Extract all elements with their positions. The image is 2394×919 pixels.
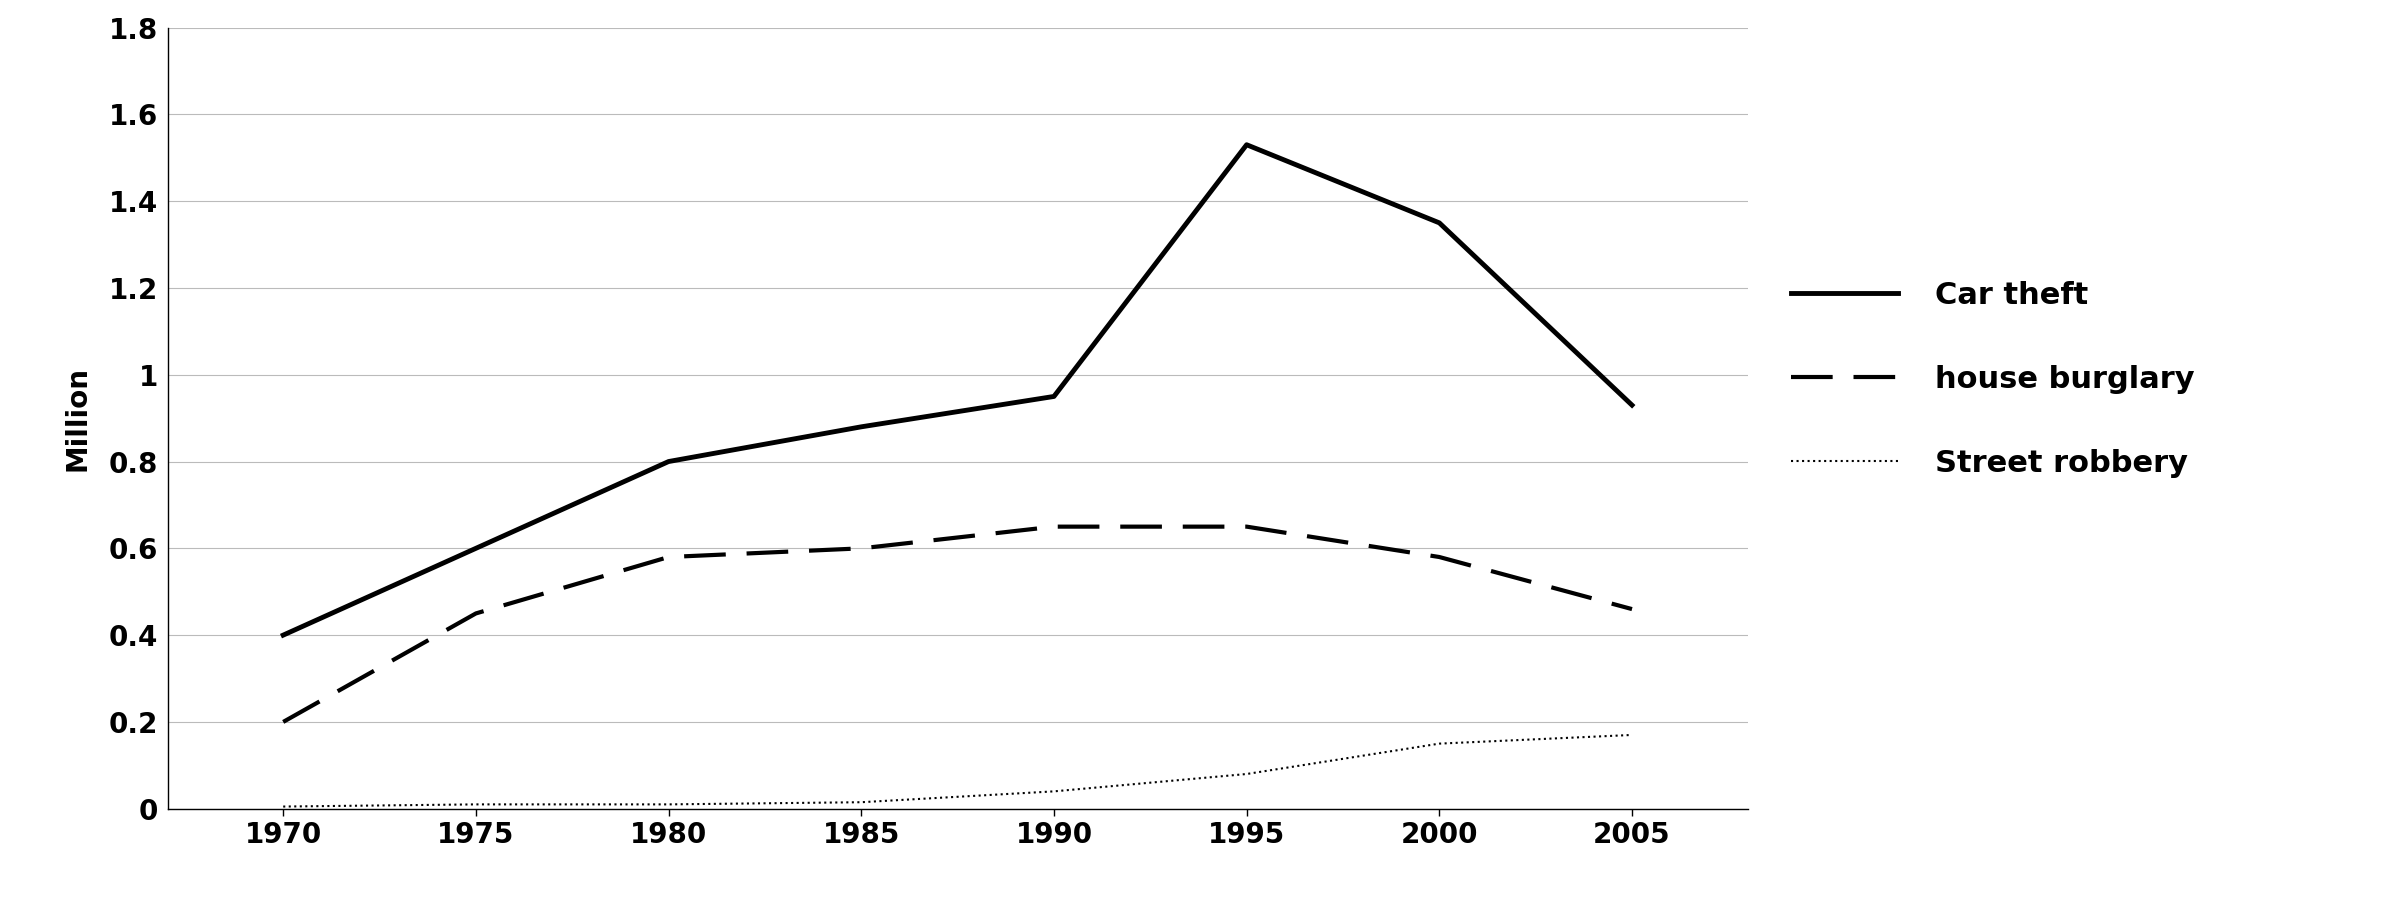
house burglary [1039, 521, 1068, 532]
Car theft [1424, 217, 1453, 228]
house burglary [1233, 521, 1262, 532]
Line: Street robbery: Street robbery [282, 735, 1633, 807]
house burglary [462, 608, 491, 619]
Street robbery [847, 797, 876, 808]
Legend: Car theft, house burglary, Street robbery: Car theft, house burglary, Street robber… [1779, 268, 2207, 490]
house burglary [1618, 604, 1647, 615]
Street robbery [462, 799, 491, 810]
Y-axis label: Million: Million [65, 366, 91, 471]
Street robbery [1424, 738, 1453, 749]
Car theft [1618, 400, 1647, 411]
house burglary [268, 717, 297, 728]
house burglary [847, 543, 876, 554]
Car theft [1039, 391, 1068, 402]
Street robbery [654, 799, 682, 810]
Car theft [268, 630, 297, 641]
Street robbery [1039, 786, 1068, 797]
Street robbery [1233, 768, 1262, 779]
house burglary [1424, 551, 1453, 562]
Car theft [847, 421, 876, 432]
Car theft [462, 543, 491, 554]
Street robbery [1618, 730, 1647, 741]
Line: Car theft: Car theft [282, 144, 1633, 635]
house burglary [654, 551, 682, 562]
Car theft [654, 456, 682, 467]
Car theft [1233, 139, 1262, 150]
Street robbery [268, 801, 297, 812]
Line: house burglary: house burglary [282, 527, 1633, 722]
